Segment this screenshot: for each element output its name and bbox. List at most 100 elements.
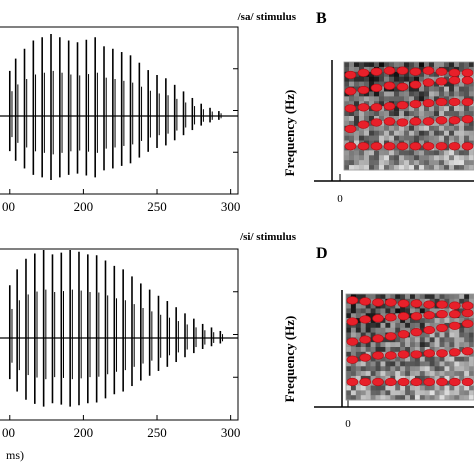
spectrogram-cell bbox=[414, 385, 421, 391]
formant-dot bbox=[448, 76, 461, 85]
spectrogram-cell bbox=[395, 337, 401, 343]
spectrogram-cell bbox=[370, 356, 376, 362]
spectrogram-cell bbox=[389, 96, 395, 102]
spectrogram-cell bbox=[399, 130, 405, 136]
spectrogram-cell bbox=[444, 71, 450, 78]
spectrogram-cell bbox=[464, 371, 470, 377]
spectrogram-cell bbox=[414, 356, 421, 362]
spectrogram-cell bbox=[439, 130, 445, 136]
spectrogram-cell bbox=[346, 385, 352, 391]
spectrogram-cell bbox=[459, 375, 465, 382]
spectrogram-cell bbox=[354, 86, 360, 92]
spectrogram-cell bbox=[449, 155, 455, 161]
spectrogram-cell bbox=[354, 76, 360, 82]
spectrogram-cell bbox=[355, 347, 362, 353]
spectrogram-cell bbox=[469, 160, 474, 166]
spectrogram-cell bbox=[394, 91, 400, 97]
formant-dot bbox=[410, 377, 423, 387]
spectrogram-cell bbox=[385, 385, 391, 391]
spectrogram-cell bbox=[439, 91, 445, 97]
panel-a-waveform bbox=[0, 34, 238, 180]
spectrogram-cell bbox=[469, 140, 474, 146]
spectrogram-cell bbox=[429, 62, 435, 68]
spectrogram-cell bbox=[444, 81, 450, 87]
spectrogram-cell bbox=[419, 140, 425, 146]
formant-dot bbox=[383, 117, 396, 126]
spectrogram-cell bbox=[400, 342, 406, 348]
formant-dot bbox=[461, 319, 474, 328]
spectrogram-cell bbox=[354, 125, 360, 132]
spectrogram-cell bbox=[419, 120, 425, 127]
spectrogram-cell bbox=[454, 318, 460, 324]
spectrogram-cell bbox=[419, 165, 425, 171]
spectrogram-cell bbox=[449, 86, 455, 92]
spectrogram-cell bbox=[459, 342, 465, 348]
spectrogram-cell bbox=[359, 76, 365, 82]
spectrogram-cell bbox=[385, 395, 391, 401]
spectrogram-cell bbox=[414, 390, 421, 396]
spectrogram-cell bbox=[424, 294, 430, 300]
spectrogram-cell bbox=[464, 135, 470, 141]
spectrogram-cell bbox=[385, 294, 391, 300]
spectrogram-cell bbox=[424, 385, 430, 391]
spectrogram-cell bbox=[464, 366, 470, 372]
spectrogram-cell bbox=[409, 160, 415, 166]
spectrogram-cell bbox=[424, 390, 430, 396]
spectrogram-cell bbox=[350, 313, 357, 319]
spectrogram-cell bbox=[344, 155, 350, 161]
spectrogram-cell bbox=[444, 76, 450, 82]
spectrogram-cell bbox=[359, 160, 365, 166]
spectrogram-cell bbox=[370, 327, 376, 333]
formant-dot bbox=[346, 317, 359, 326]
formant-dot bbox=[346, 337, 359, 346]
formant-dot bbox=[396, 101, 409, 110]
spectrogram-cell bbox=[394, 140, 400, 146]
spectrogram-cell bbox=[370, 395, 376, 401]
spectrogram-cell bbox=[354, 111, 360, 117]
spectrogram-cell bbox=[454, 294, 460, 300]
spectrogram-cell bbox=[385, 347, 391, 353]
spectrogram-cell bbox=[419, 356, 426, 362]
spectrogram-cell bbox=[400, 322, 406, 329]
spectrogram-cell bbox=[429, 308, 435, 314]
spectrogram-cell bbox=[414, 322, 421, 329]
spectrogram-cell bbox=[419, 106, 425, 112]
spectrogram-cell bbox=[365, 375, 371, 382]
spectrogram-cell bbox=[414, 91, 420, 97]
formant-dot bbox=[370, 142, 383, 151]
spectrogram-cell bbox=[369, 125, 375, 132]
spectrogram-cell bbox=[449, 390, 455, 396]
spectrogram-cell bbox=[365, 322, 371, 329]
formant-dot bbox=[346, 355, 359, 364]
spectrogram-cell bbox=[410, 308, 416, 314]
spectrogram-cell bbox=[379, 62, 385, 68]
spectrogram-cell bbox=[395, 361, 401, 367]
spectrogram-cell bbox=[344, 160, 350, 166]
spectrogram-cell bbox=[379, 81, 385, 87]
spectrogram-cell bbox=[444, 160, 450, 166]
spectrogram-cell bbox=[439, 165, 445, 171]
spectrogram-cell bbox=[384, 165, 390, 171]
formant-dot bbox=[435, 67, 448, 76]
spectrogram-cell bbox=[379, 96, 385, 102]
spectrogram-cell bbox=[459, 150, 465, 156]
spectrogram-cell bbox=[370, 342, 376, 348]
formant-dot bbox=[396, 66, 409, 75]
spectrogram-cell bbox=[385, 390, 391, 396]
spectrogram-cell bbox=[469, 371, 474, 377]
spectrogram-cell bbox=[469, 66, 474, 73]
spectrogram-cell bbox=[395, 385, 401, 391]
spectrogram-cell bbox=[419, 395, 426, 401]
spectrogram-cell bbox=[380, 385, 386, 391]
formant-dot bbox=[461, 68, 474, 77]
spectrogram-cell bbox=[365, 347, 371, 353]
spectrogram-cell bbox=[464, 86, 470, 92]
spectrogram-cell bbox=[404, 160, 410, 166]
spectrogram-cell bbox=[434, 356, 440, 362]
spectrogram-cell bbox=[419, 298, 426, 304]
spectrogram-cell bbox=[380, 356, 386, 362]
spectrogram-cell bbox=[374, 62, 380, 68]
spectrogram-cell bbox=[414, 130, 420, 136]
spectrogram-cell bbox=[439, 337, 445, 343]
spectrogram-cell bbox=[459, 327, 465, 333]
